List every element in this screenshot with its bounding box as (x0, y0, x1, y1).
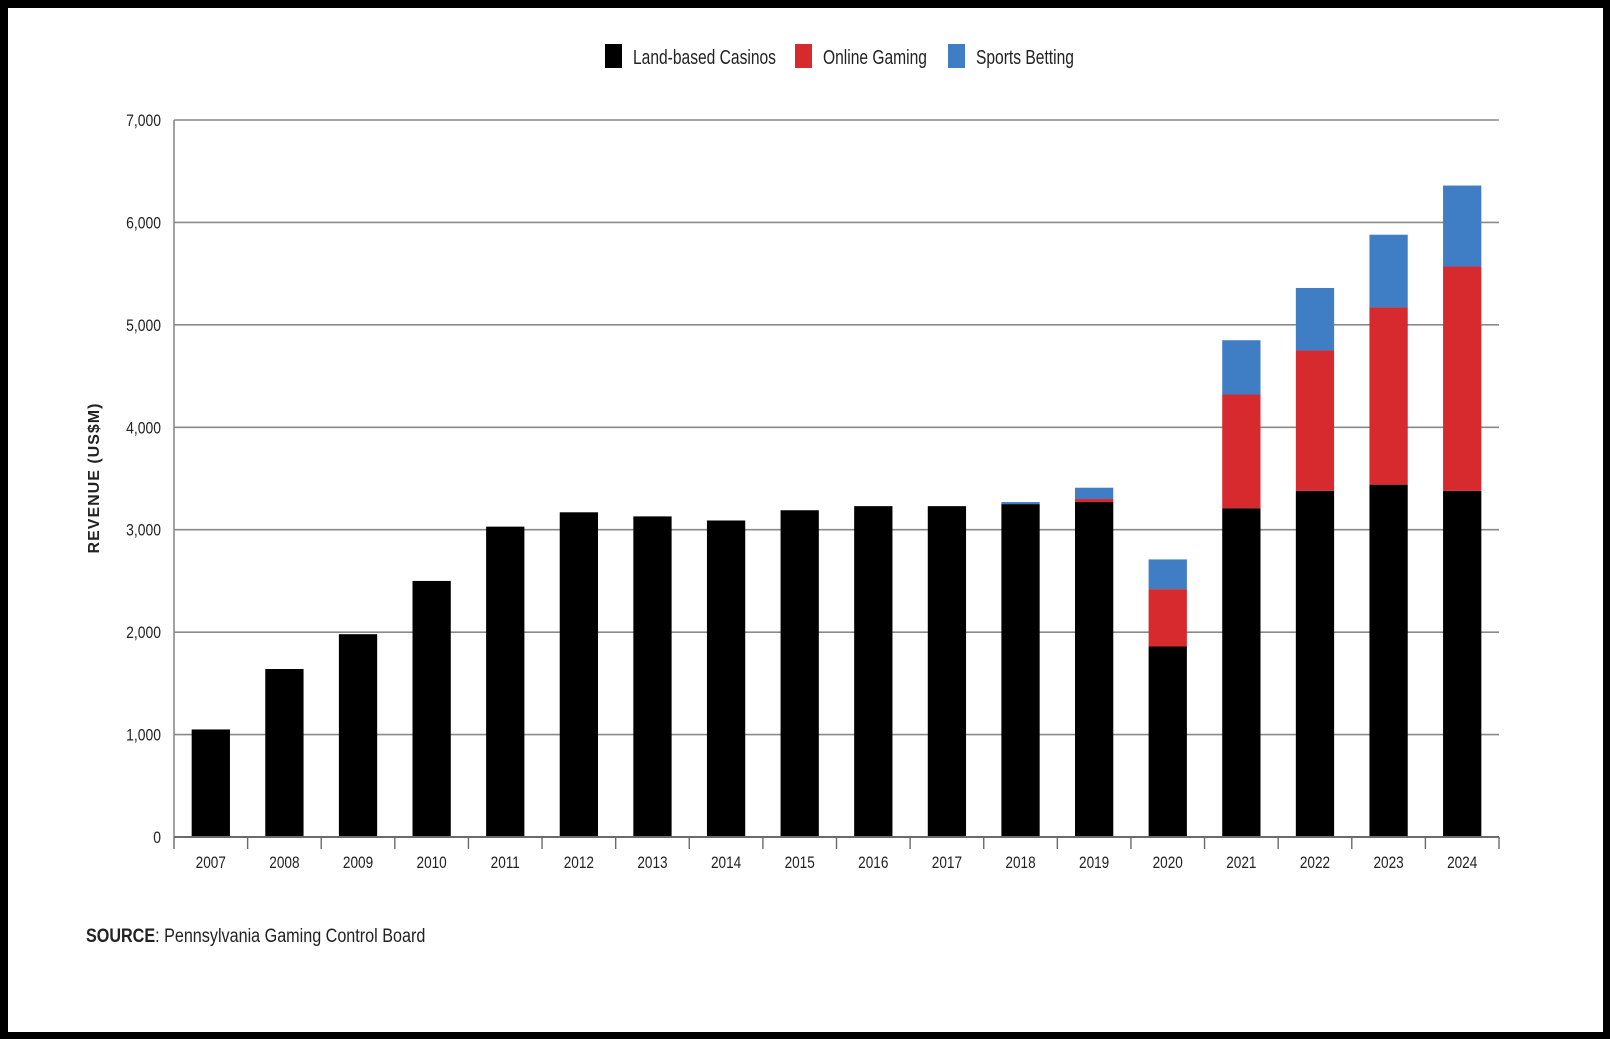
bar-land-based-casinos-2010 (412, 580, 451, 837)
bar-land-based-casinos-2013 (633, 516, 672, 837)
bar-sports-betting-2019 (1075, 487, 1114, 499)
bar-land-based-casinos-2016 (854, 506, 893, 837)
legend-swatch (605, 44, 622, 68)
x-tick-label: 2019 (1079, 854, 1109, 873)
x-tick-label: 2013 (637, 854, 667, 873)
source-text: : Pennsylvania Gaming Control Board (155, 926, 426, 947)
y-tick-label: 1,000 (126, 726, 161, 745)
y-axis-label: REVENUE (US$M) (86, 403, 103, 554)
x-tick-label: 2008 (269, 854, 299, 873)
bar-sports-betting-2021 (1222, 340, 1261, 395)
y-tick-label: 0 (153, 829, 161, 848)
legend-label: Land-based Casinos (633, 46, 776, 68)
legend-item-online-gaming: Online Gaming (795, 44, 927, 68)
y-tick-label: 3,000 (126, 521, 161, 540)
x-tick-label: 2020 (1153, 854, 1183, 873)
bar-land-based-casinos-2017 (927, 506, 967, 837)
x-tick-label: 2017 (932, 854, 962, 873)
x-tick-label: 2010 (417, 854, 447, 873)
legend-item-sports-betting: Sports Betting (948, 44, 1074, 68)
bar-land-based-casinos-2021 (1222, 508, 1261, 837)
bar-land-based-casinos-2023 (1369, 484, 1408, 837)
legend-swatch (948, 44, 965, 68)
y-tick-label: 5,000 (126, 317, 161, 336)
bar-sports-betting-2024 (1443, 185, 1482, 267)
bar-sports-betting-2018 (1001, 502, 1040, 505)
revenue-chart: 0 1,000 2,000 3,000 4,000 5,000 6,000 7,000 2007… (86, 44, 1500, 873)
bar-online-gaming-2020 (1148, 589, 1187, 647)
x-tick-label: 2012 (564, 854, 594, 873)
legend-swatch (795, 44, 812, 68)
source-note: SOURCE: Pennsylvania Gaming Control Boar… (86, 926, 425, 948)
x-tick-label: 2023 (1373, 854, 1403, 873)
chart-panel: 0 1,000 2,000 3,000 4,000 5,000 6,000 7,000 2007… (8, 8, 1603, 1032)
legend-item-land-based-casinos: Land-based Casinos (605, 44, 776, 68)
bar-land-based-casinos-2019 (1075, 502, 1114, 837)
x-tick-label: 2021 (1226, 854, 1256, 873)
bar-online-gaming-2019 (1075, 498, 1114, 503)
x-tick-label: 2016 (858, 854, 888, 873)
bar-land-based-casinos-2020 (1148, 646, 1187, 837)
bar-sports-betting-2022 (1295, 287, 1335, 351)
y-tick-label: 4,000 (126, 419, 161, 438)
bar-online-gaming-2022 (1295, 350, 1335, 491)
bar-land-based-casinos-2008 (265, 669, 304, 837)
bar-land-based-casinos-2022 (1295, 490, 1335, 837)
y-tick-label: 7,000 (126, 112, 161, 131)
bar-land-based-casinos-2011 (486, 526, 525, 837)
x-tick-label: 2009 (343, 854, 373, 873)
bar-online-gaming-2021 (1222, 394, 1261, 509)
x-tick-label: 2024 (1447, 854, 1478, 873)
bar-land-based-casinos-2014 (706, 520, 746, 837)
bar-land-based-casinos-2018 (1001, 504, 1040, 837)
x-tick-label: 2011 (491, 854, 520, 873)
bar-sports-betting-2020 (1148, 559, 1187, 590)
x-tick-label: 2018 (1005, 854, 1035, 873)
bar-land-based-casinos-2009 (338, 634, 378, 837)
legend-label: Sports Betting (976, 46, 1074, 68)
bar-land-based-casinos-2012 (559, 512, 598, 837)
bar-land-based-casinos-2007 (191, 729, 230, 837)
source-label: SOURCE (86, 926, 156, 947)
bar-online-gaming-2023 (1369, 307, 1408, 485)
y-tick-label: 6,000 (126, 214, 161, 233)
legend-label: Online Gaming (823, 46, 927, 68)
x-tick-label: 2015 (785, 854, 815, 873)
x-tick-label: 2022 (1300, 854, 1330, 873)
bar-online-gaming-2024 (1443, 266, 1482, 491)
x-tick-label: 2014 (711, 854, 742, 873)
y-tick-label: 2,000 (126, 624, 161, 643)
x-tick-label: 2007 (196, 854, 226, 873)
bar-land-based-casinos-2015 (780, 510, 819, 837)
bar-sports-betting-2023 (1369, 234, 1408, 308)
bar-land-based-casinos-2024 (1443, 490, 1482, 837)
